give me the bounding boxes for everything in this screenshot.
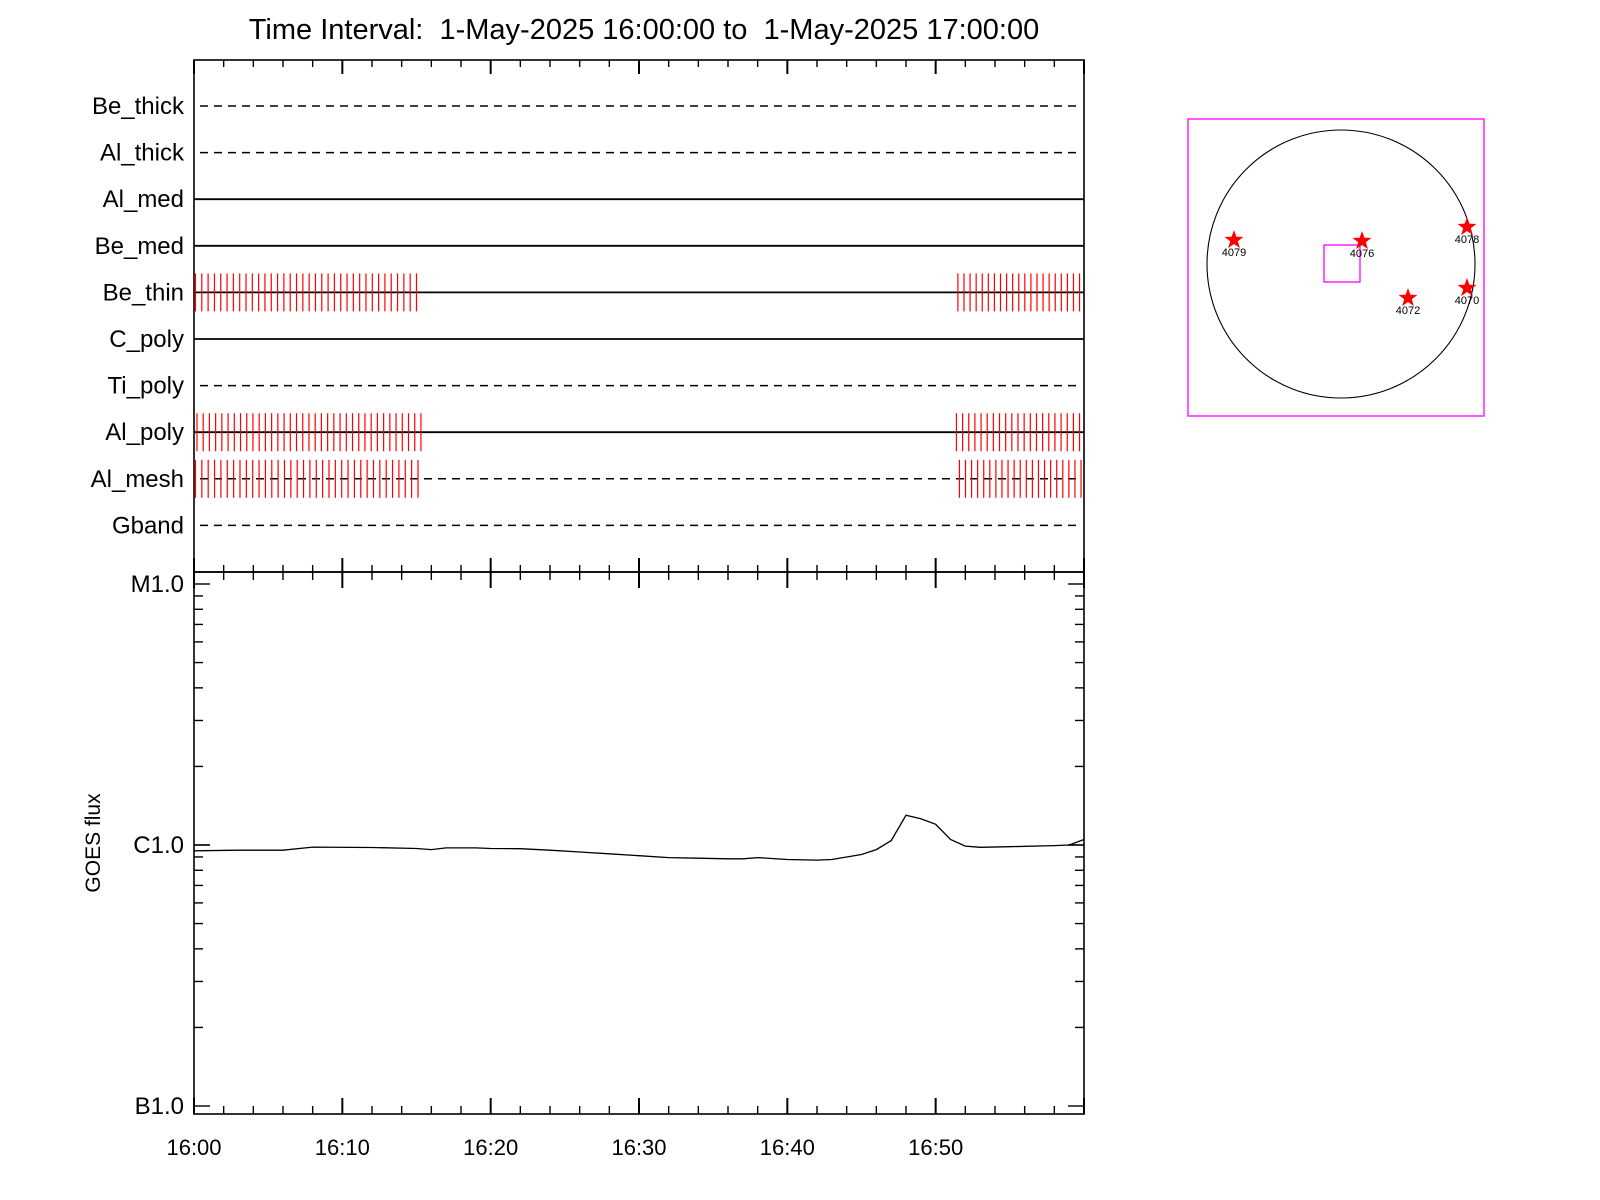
x-tick-label: 16:20 (463, 1135, 518, 1160)
filter-label-al_med: Al_med (103, 186, 184, 213)
chart-title: Time Interval: 1-May-2025 16:00:00 to 1-… (248, 14, 1040, 46)
timeline-frame (193, 59, 1085, 573)
active-region-label: 4079 (1222, 247, 1246, 259)
goes-flux-line (193, 814, 1085, 861)
x-tick-label: 16:00 (166, 1135, 221, 1160)
y-tick-label: C1.0 (133, 832, 184, 859)
filter-label-be_thin: Be_thin (103, 279, 184, 306)
active-region-label: 4078 (1455, 234, 1479, 246)
filter-label-al_thick: Al_thick (100, 140, 185, 167)
x-tick-label: 16:50 (908, 1135, 963, 1160)
active-region-label: 4076 (1350, 248, 1374, 260)
active-region-label: 4072 (1396, 305, 1420, 317)
filter-label-gband: Gband (112, 512, 184, 539)
solar-disk (1206, 129, 1476, 399)
goes-frame (193, 571, 1085, 1115)
y-axis-label: GOES flux (82, 793, 105, 893)
solar-context-map: 4079 4076 4078 4072 4070 (1187, 118, 1485, 417)
filter-label-al_poly: Al_poly (105, 419, 184, 446)
x-tick-label: 16:40 (760, 1135, 815, 1160)
active-region-star (1352, 231, 1372, 250)
active-region-star (1398, 288, 1418, 307)
y-tick-label: M1.0 (131, 571, 184, 598)
filter-label-c_poly: C_poly (109, 326, 184, 353)
active-region-label: 4070 (1455, 295, 1479, 307)
x-tick-label: 16:10 (315, 1135, 370, 1160)
active-region-star (1224, 230, 1244, 249)
filter-label-be_thick: Be_thick (92, 93, 185, 120)
fov-box (1323, 244, 1361, 283)
filter-label-al_mesh: Al_mesh (91, 466, 184, 493)
active-region-star (1457, 217, 1477, 236)
map-frame (1187, 118, 1485, 417)
active-region-star (1457, 278, 1477, 297)
filter-label-be_med: Be_med (95, 233, 184, 260)
goes-flux-panel: 16:00 16:10 16:20 16:30 16:40 16:50 B1.0 C1.0 M1… (82, 571, 1085, 1160)
filter-timeline-panel: Be_thick Al_thick Al_med Be_med Be_thin C_pol… (91, 59, 1085, 573)
y-tick-label: B1.0 (135, 1093, 184, 1120)
filter-label-ti_poly: Ti_poly (108, 373, 184, 400)
x-tick-label: 16:30 (611, 1135, 666, 1160)
